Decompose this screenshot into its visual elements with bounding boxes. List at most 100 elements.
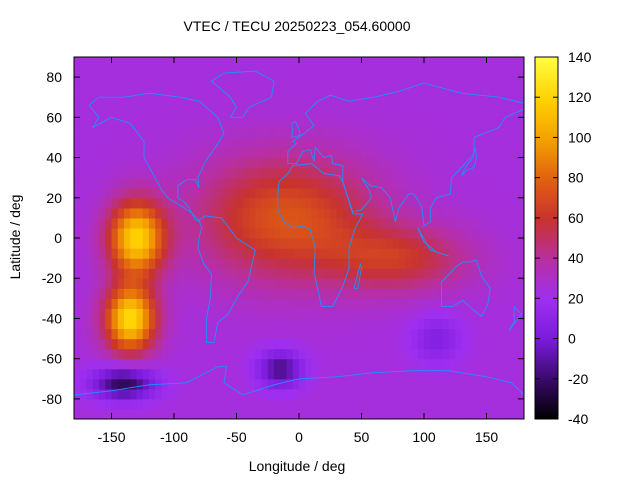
heatmap-cell bbox=[286, 167, 294, 179]
colorbar-tick-label: 80 bbox=[568, 170, 584, 186]
heatmap-cell bbox=[92, 378, 100, 390]
heatmap-cell bbox=[224, 87, 231, 98]
heatmap-cell bbox=[467, 348, 475, 360]
heatmap-cell bbox=[230, 248, 238, 259]
heatmap-cell bbox=[155, 358, 163, 370]
heatmap-cell bbox=[305, 207, 313, 219]
heatmap-cell bbox=[455, 67, 463, 78]
heatmap-cell bbox=[105, 67, 113, 78]
heatmap-cell bbox=[111, 157, 119, 169]
heatmap-cell bbox=[224, 77, 231, 88]
heatmap-cell bbox=[236, 217, 244, 229]
heatmap-cell bbox=[449, 268, 456, 279]
heatmap-cell bbox=[99, 87, 106, 98]
heatmap-cell bbox=[349, 298, 356, 309]
heatmap-cell bbox=[211, 117, 219, 128]
heatmap-cell bbox=[486, 388, 494, 400]
heatmap-cell bbox=[342, 268, 350, 279]
heatmap-cell bbox=[230, 338, 238, 350]
heatmap-cell bbox=[292, 388, 300, 400]
heatmap-cell bbox=[155, 398, 163, 410]
heatmap-cell bbox=[430, 288, 438, 299]
heatmap-cell bbox=[130, 358, 138, 370]
heatmap-cell bbox=[192, 147, 200, 159]
heatmap-cell bbox=[174, 57, 181, 68]
heatmap-cell bbox=[405, 157, 413, 169]
heatmap-cell bbox=[430, 268, 438, 279]
heatmap-cell bbox=[355, 187, 363, 199]
heatmap-cell bbox=[317, 278, 325, 289]
heatmap-cell bbox=[386, 348, 394, 360]
heatmap-cell bbox=[330, 238, 338, 249]
heatmap-cell bbox=[305, 408, 313, 419]
heatmap-cell bbox=[86, 137, 94, 149]
heatmap-cell bbox=[142, 157, 150, 169]
heatmap-cell bbox=[367, 127, 375, 139]
heatmap-cell bbox=[349, 97, 356, 108]
heatmap-cell bbox=[161, 77, 169, 88]
heatmap-cell bbox=[142, 117, 150, 128]
heatmap-cell bbox=[455, 378, 463, 390]
heatmap-cell bbox=[480, 87, 488, 98]
heatmap-cell bbox=[505, 368, 513, 380]
heatmap-cell bbox=[174, 338, 181, 350]
heatmap-cell bbox=[442, 328, 450, 340]
coastline-greenland bbox=[210, 70, 275, 118]
heatmap-cell bbox=[124, 338, 131, 350]
heatmap-cell bbox=[461, 87, 469, 98]
heatmap-cell bbox=[311, 217, 319, 229]
heatmap-cell bbox=[505, 67, 513, 78]
heatmap-cell bbox=[242, 308, 250, 320]
heatmap-cell bbox=[292, 127, 300, 139]
heatmap-cell bbox=[336, 137, 344, 149]
heatmap-cell bbox=[511, 398, 519, 410]
heatmap-cell bbox=[436, 67, 444, 78]
heatmap-cell bbox=[249, 177, 256, 189]
heatmap-cell bbox=[511, 368, 519, 380]
heatmap-cell bbox=[167, 207, 175, 219]
heatmap-cell bbox=[167, 127, 175, 139]
heatmap-cell bbox=[205, 388, 213, 400]
heatmap-cell bbox=[330, 248, 338, 259]
heatmap-cell bbox=[299, 107, 306, 118]
heatmap-cell bbox=[105, 278, 113, 289]
heatmap-cell bbox=[299, 97, 306, 108]
heatmap-cell bbox=[249, 398, 256, 410]
heatmap-cell bbox=[205, 258, 213, 269]
heatmap-cell bbox=[217, 278, 225, 289]
heatmap-cell bbox=[405, 177, 413, 189]
heatmap-cell bbox=[80, 147, 88, 159]
heatmap-cell bbox=[280, 258, 288, 269]
heatmap-cell bbox=[355, 147, 363, 159]
heatmap-cell bbox=[86, 338, 94, 350]
heatmap-cell bbox=[474, 107, 481, 118]
heatmap-cell bbox=[80, 338, 88, 350]
heatmap-cell bbox=[399, 238, 406, 249]
heatmap-cell bbox=[380, 147, 388, 159]
heatmap-cell bbox=[467, 278, 475, 289]
heatmap-cell bbox=[286, 268, 294, 279]
heatmap-cell bbox=[461, 177, 469, 189]
heatmap-cell bbox=[149, 268, 156, 279]
colorbar-tick-label: 20 bbox=[568, 290, 584, 306]
heatmap-cell bbox=[217, 338, 225, 350]
heatmap-cell bbox=[161, 388, 169, 400]
heatmap-cell bbox=[80, 57, 88, 68]
heatmap-cell bbox=[311, 227, 319, 239]
heatmap-cell bbox=[392, 67, 400, 78]
heatmap-cell bbox=[136, 278, 144, 289]
heatmap-cell bbox=[155, 137, 163, 149]
heatmap-cell bbox=[511, 348, 519, 360]
heatmap-cell bbox=[449, 338, 456, 350]
heatmap-cell bbox=[405, 187, 413, 199]
heatmap-cell bbox=[474, 348, 481, 360]
heatmap-cell bbox=[142, 217, 150, 229]
heatmap-cell bbox=[349, 67, 356, 78]
heatmap-cell bbox=[249, 157, 256, 169]
heatmap-cell bbox=[511, 137, 519, 149]
heatmap-cell bbox=[492, 278, 500, 289]
heatmap-cell bbox=[380, 67, 388, 78]
heatmap-cell bbox=[299, 127, 306, 139]
heatmap-cell bbox=[486, 67, 494, 78]
heatmap-cell bbox=[86, 157, 94, 169]
